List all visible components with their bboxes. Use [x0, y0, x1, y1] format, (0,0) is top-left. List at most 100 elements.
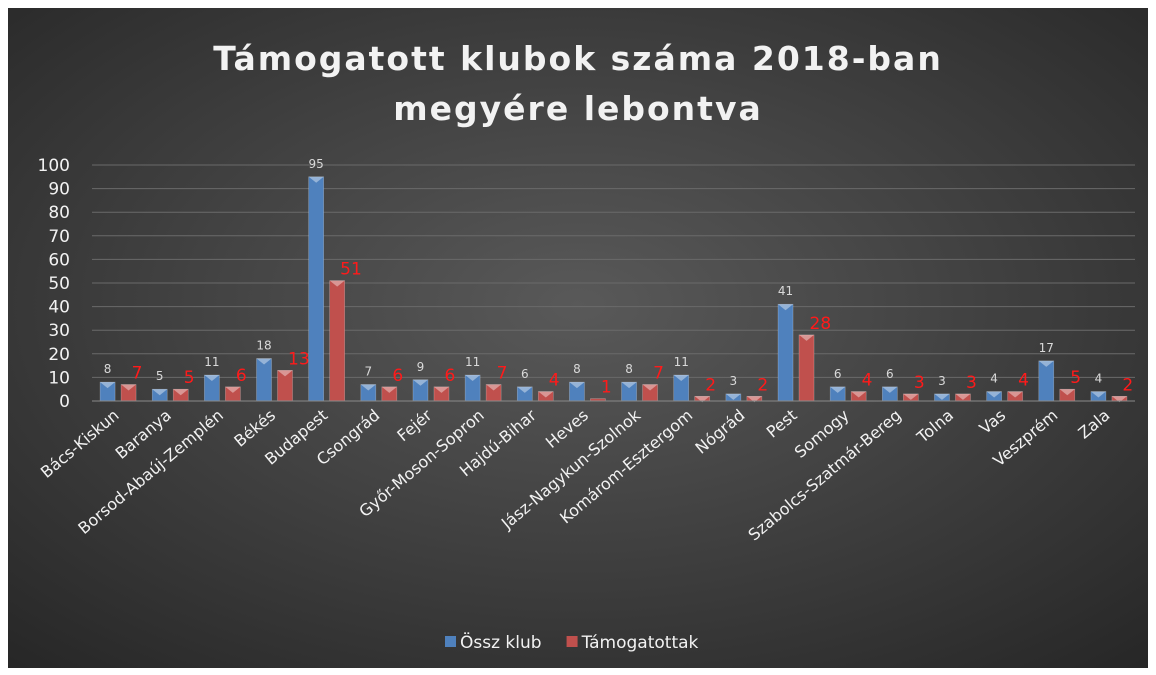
data-label: 51	[340, 260, 362, 280]
y-tick-label: 40	[48, 298, 70, 318]
data-label: 11	[674, 355, 689, 369]
data-label: 18	[256, 339, 271, 353]
bar-bevel	[851, 391, 867, 398]
data-label: 5	[156, 369, 164, 383]
bar-bevel	[673, 375, 689, 382]
y-tick-label: 80	[48, 203, 70, 223]
bar-bevel	[277, 370, 293, 377]
data-label: 7	[132, 363, 143, 383]
data-label: 6	[392, 366, 403, 386]
bar	[1038, 360, 1055, 402]
bar-bevel	[517, 386, 533, 393]
data-label: 11	[204, 355, 219, 369]
bar-bevel	[412, 379, 428, 386]
legend-swatch	[566, 636, 578, 647]
bar-bevel	[799, 334, 815, 341]
bar-bevel	[121, 384, 137, 391]
data-label: 2	[1122, 375, 1133, 395]
bar	[308, 176, 324, 402]
background	[8, 8, 1148, 668]
bar	[777, 303, 794, 402]
bar-bevel	[621, 382, 637, 389]
data-label: 3	[938, 374, 946, 388]
bar-bevel	[1059, 389, 1075, 396]
data-label: 17	[1039, 341, 1054, 355]
data-label: 3	[914, 373, 925, 393]
y-tick-label: 60	[48, 250, 70, 270]
data-label: 3	[730, 374, 738, 388]
bar-bevel	[465, 375, 481, 382]
data-label: 4	[990, 372, 998, 386]
data-label: 7	[365, 364, 373, 378]
y-tick-label: 30	[48, 321, 70, 341]
bar	[798, 334, 815, 402]
y-tick-label: 50	[48, 274, 70, 294]
bar-bevel	[360, 384, 376, 391]
bar-bevel	[204, 375, 220, 382]
bar-bevel	[955, 393, 971, 400]
data-label: 5	[1070, 368, 1081, 388]
bar-bevel	[778, 304, 794, 311]
data-label: 11	[465, 355, 480, 369]
bar-bevel	[642, 384, 658, 391]
bar-bevel	[725, 393, 741, 400]
data-label: 6	[444, 366, 455, 386]
data-label: 4	[1018, 371, 1029, 391]
chart-title: Támogatott klubok száma 2018-ban megyére…	[213, 39, 943, 128]
bar-bevel	[433, 386, 449, 393]
data-label: 13	[288, 349, 310, 369]
y-tick-label: 90	[48, 180, 70, 200]
bar-bevel	[986, 391, 1002, 398]
data-label: 6	[834, 367, 842, 381]
y-tick-label: 10	[48, 368, 70, 388]
bar-bevel	[173, 389, 189, 396]
data-label: 4	[549, 371, 560, 391]
data-label: 6	[521, 367, 529, 381]
bar-bevel	[903, 393, 919, 400]
bar-bevel	[256, 358, 272, 365]
data-label: 2	[705, 375, 716, 395]
bar-bevel	[1090, 391, 1106, 398]
data-label: 7	[653, 363, 664, 383]
bar-bevel	[746, 396, 762, 403]
legend-label: Támogatottak	[581, 633, 699, 653]
bar	[256, 358, 272, 402]
y-tick-label: 20	[48, 345, 70, 365]
data-label: 8	[573, 362, 581, 376]
y-tick-label: 70	[48, 227, 70, 247]
bar-bevel	[152, 389, 168, 396]
data-label: 4	[1095, 372, 1103, 386]
data-label: 7	[497, 363, 508, 383]
bar-bevel	[486, 384, 502, 391]
data-label: 4	[862, 371, 873, 391]
data-label: 3	[966, 373, 977, 393]
data-label: 2	[757, 375, 768, 395]
data-label: 9	[417, 360, 425, 374]
y-tick-label: 100	[38, 156, 70, 176]
bar-bevel	[830, 386, 846, 393]
bar-bevel	[100, 382, 116, 389]
bar-bevel	[329, 280, 345, 287]
bar-bevel	[225, 386, 241, 393]
legend-label: Össz klub	[460, 631, 542, 653]
data-label: 41	[778, 284, 793, 298]
legend-swatch	[445, 636, 456, 647]
bar-bevel	[1038, 360, 1054, 367]
y-tick-label: 0	[59, 392, 70, 412]
bar-bevel	[694, 396, 710, 403]
bar-bevel	[538, 391, 554, 398]
bar-bevel	[308, 176, 324, 183]
bar-bevel	[1111, 396, 1127, 403]
data-label: 95	[309, 157, 324, 171]
bar-bevel	[569, 382, 585, 389]
data-label: 1	[601, 378, 612, 398]
data-label: 6	[886, 367, 894, 381]
bar-bevel	[934, 393, 950, 400]
data-label: 8	[625, 362, 633, 376]
bar-bevel	[381, 386, 397, 393]
data-label: 28	[810, 314, 832, 334]
data-label: 8	[104, 362, 112, 376]
bar-bevel	[882, 386, 898, 393]
